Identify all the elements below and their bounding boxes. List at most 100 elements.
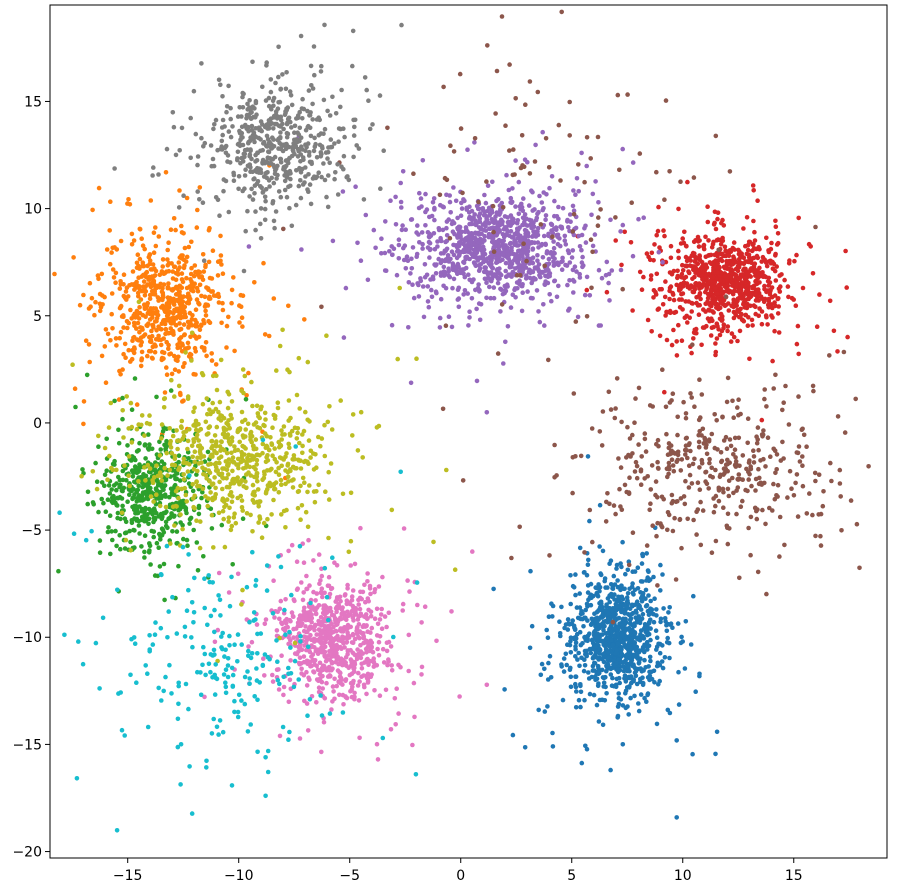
scatter-point [683,619,689,624]
scatter-point [588,581,594,587]
scatter-point [467,309,472,315]
scatter-point [117,335,122,341]
scatter-point [716,247,721,253]
scatter-point [156,333,161,339]
scatter-point [689,284,694,290]
scatter-point [740,498,745,504]
scatter-point [422,604,428,609]
scatter-point [181,265,187,271]
scatter-point [509,248,514,253]
scatter-point [446,314,452,320]
scatter-point [160,428,166,434]
scatter-point [732,247,737,252]
scatter-point [192,345,198,351]
scatter-point [538,672,544,678]
scatter-point [678,640,684,646]
data-points [52,9,871,833]
scatter-point [361,635,367,641]
scatter-point [772,448,778,454]
scatter-point [543,217,548,223]
scatter-point [490,225,496,230]
scatter-point [729,331,735,336]
scatter-point [623,571,628,577]
scatter-point [120,416,125,422]
scatter-point [542,666,547,672]
scatter-point [703,439,708,444]
scatter-point [607,298,612,303]
scatter-point [775,311,781,316]
scatter-point [611,573,617,579]
scatter-point [579,760,585,766]
scatter-point [755,198,760,203]
scatter-point [361,640,366,646]
scatter-point [613,511,618,517]
scatter-point [710,475,715,480]
scatter-point [667,169,672,174]
scatter-point [589,621,595,626]
scatter-point [109,250,114,255]
scatter-point [350,684,355,690]
scatter-point [550,730,555,736]
scatter-point [497,249,502,254]
scatter-point [506,272,511,278]
scatter-point [633,669,639,674]
scatter-point [184,537,190,543]
scatter-point [685,455,690,461]
scatter-point [476,268,482,274]
scatter-point [171,264,177,270]
scatter-point [655,520,660,526]
scatter-point [437,192,443,198]
scatter-point [90,207,95,213]
scatter-point [142,293,148,298]
scatter-point [697,292,702,298]
scatter-point [770,266,776,272]
scatter-point [498,309,503,314]
scatter-point [337,692,342,698]
scatter-point [529,269,535,274]
scatter-point [723,462,729,468]
scatter-point [711,496,716,501]
scatter-point [633,396,638,401]
scatter-point [620,742,626,747]
scatter-point [767,505,772,511]
scatter-point [505,248,510,253]
scatter-point [731,255,737,261]
scatter-point [152,342,157,348]
scatter-point [627,436,633,441]
scatter-point [188,271,194,277]
scatter-point [167,301,172,307]
scatter-point [177,188,182,193]
scatter-point [467,231,472,236]
scatter-point [568,601,573,607]
scatter-point [179,341,185,347]
scatter-point [117,368,122,374]
scatter-point [627,475,632,481]
scatter-point [85,501,90,507]
scatter-point [614,647,620,653]
scatter-point [143,456,148,461]
scatter-point [113,528,118,534]
scatter-point [568,665,573,671]
scatter-point [162,492,168,498]
scatter-point [632,469,638,474]
scatter-point [663,259,669,265]
scatter-point [707,460,712,466]
scatter-point [576,188,581,194]
scatter-point [147,442,152,447]
scatter-point [731,415,736,421]
scatter-point [670,391,676,397]
scatter-point [508,305,514,310]
scatter-point [448,143,453,148]
scatter-point [709,550,715,555]
scatter-point [107,261,113,267]
scatter-point [172,482,178,488]
scatter-point [319,586,325,591]
scatter-point [748,466,754,472]
scatter-point [621,586,627,592]
scatter-point [481,256,486,261]
scatter-point [679,634,684,640]
scatter-point [731,300,736,305]
scatter-point [189,265,194,271]
scatter-point [538,222,544,227]
scatter-point [505,229,511,234]
